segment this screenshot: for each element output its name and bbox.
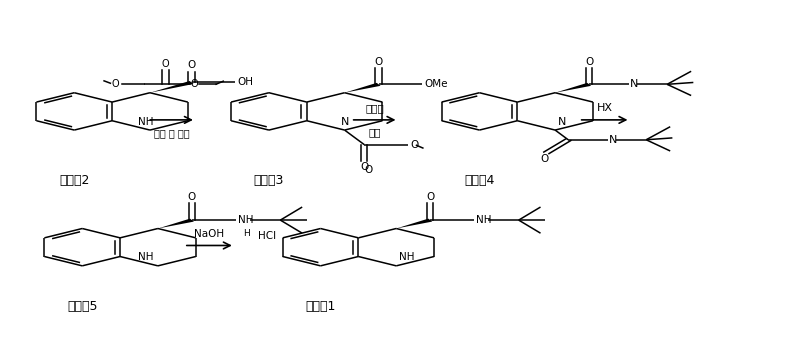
Text: H: H xyxy=(243,229,250,238)
Text: O: O xyxy=(162,59,170,69)
Text: NaOH: NaOH xyxy=(194,229,224,239)
Text: NH: NH xyxy=(398,253,414,263)
Text: N: N xyxy=(630,79,638,89)
Text: OMe: OMe xyxy=(425,79,448,89)
Text: 甲苯: 甲苯 xyxy=(368,127,381,137)
Text: 化合物1: 化合物1 xyxy=(306,300,336,313)
Text: O: O xyxy=(360,162,368,172)
Polygon shape xyxy=(555,83,591,93)
Text: O: O xyxy=(188,193,196,203)
Text: N: N xyxy=(341,117,349,127)
Text: 无水 氯 化钙: 无水 氯 化钙 xyxy=(154,128,190,138)
Text: NH: NH xyxy=(138,253,154,263)
Text: O: O xyxy=(410,140,418,150)
Text: N: N xyxy=(558,117,566,127)
Text: O: O xyxy=(111,79,119,89)
Text: N: N xyxy=(609,135,617,145)
Text: 化合物4: 化合物4 xyxy=(464,175,494,187)
Text: 化合物3: 化合物3 xyxy=(254,175,284,187)
Text: NH: NH xyxy=(238,215,254,225)
Text: O: O xyxy=(585,57,594,67)
Text: O: O xyxy=(426,193,434,203)
Text: OH: OH xyxy=(238,78,254,88)
Text: NH: NH xyxy=(476,215,492,225)
Text: O: O xyxy=(540,154,548,164)
Text: NH: NH xyxy=(138,117,154,127)
Text: 化合物5: 化合物5 xyxy=(67,300,98,313)
Text: 化合物2: 化合物2 xyxy=(59,175,90,187)
Text: O: O xyxy=(187,60,196,70)
Text: O: O xyxy=(365,165,373,175)
Text: O: O xyxy=(374,57,382,67)
Polygon shape xyxy=(150,81,194,93)
Polygon shape xyxy=(396,219,432,228)
Text: HCl: HCl xyxy=(258,231,277,241)
Text: O: O xyxy=(190,79,198,89)
Text: 叔丁胺: 叔丁胺 xyxy=(366,103,384,113)
Text: HX: HX xyxy=(597,103,613,113)
Polygon shape xyxy=(345,83,381,93)
Polygon shape xyxy=(158,219,194,228)
